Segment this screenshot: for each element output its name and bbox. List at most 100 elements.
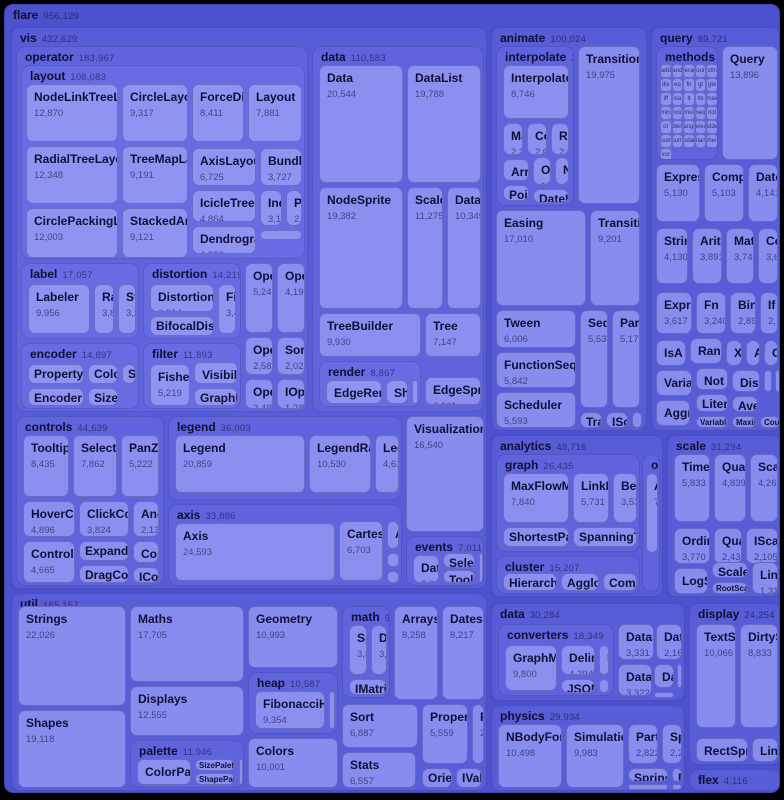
maximum-cell[interactable]: Maximum [732,416,756,428]
expressioniterator-cell[interactable]: ExpressionIterator 3,617 [656,292,692,334]
util-group[interactable]: util165,157Strings22,026Shapes19,118Math… [11,593,487,791]
filter-group[interactable]: filter 11,893 FisheyeTreeFilter 5,219 Visibi… [143,343,241,409]
add-cell[interactable]: add [660,64,672,78]
icontrol-cell[interactable]: IControl [133,567,159,583]
transitionevent-cell[interactable]: TransitionEvent [580,412,602,428]
quantitativescale-cell[interactable]: QuantitativeScale 4,839 [714,454,746,522]
compositeexpression-cell[interactable]: CompositeExpression 3,677 [758,228,778,284]
objectinterpolator-cell[interactable]: ObjectInterpolator1,629 [533,157,551,185]
cluster-group[interactable]: cluster 15,207 HierarchicalCluster Agglomer… [496,556,640,594]
shapeencoder-cell[interactable]: ShapeEncoder [122,364,136,384]
or-cell[interactable]: Or970 [764,340,778,366]
scale-group[interactable]: scale 31,294TimeScale 5,833 QuantitativeSca… [667,435,779,597]
gt-cell[interactable]: gt [694,78,707,92]
dragforce-cell[interactable]: DragForce [672,768,682,782]
control-cell[interactable]: Control [133,541,159,563]
orderby-cell[interactable]: orderby [671,120,684,134]
radialtreelayout-cell[interactable]: RadialTreeLayout 12,348 [26,146,118,204]
orientation-cell[interactable]: Orientation [422,768,452,788]
sparsematrix-cell[interactable]: SparseMatrix 3,366 [349,625,367,675]
distinct-cell[interactable]: distinct [706,64,717,78]
stddev-cell[interactable]: stddev [706,120,717,134]
data-group[interactable]: data 110,583 Data 20,544 DataList 19,788 NodeS… [312,46,484,412]
aggregateexpression-cell[interactable]: AggregateExpression1,616 [656,400,690,426]
operatorlist-cell[interactable]: OperatorList 5,248 [245,263,273,333]
maxflowmincut-cell[interactable]: MaxFlowMinCut 7,840 [503,473,569,523]
data-cell[interactable]: Data 20,544 [319,65,403,183]
palette-group[interactable]: palette11,946ColorPalette6,367SizePalett… [130,740,244,788]
binaryexpression-cell[interactable]: BinaryExpression 2,893 [730,292,756,334]
densematrix-cell[interactable]: DenseMatrix 3,165 [371,625,387,675]
encoder-cell[interactable]: Encoder [28,388,84,406]
controls-group[interactable]: controls 44,639 TooltipControl 8,435 Selecti… [16,416,164,586]
treebuilder-cell[interactable]: TreeBuilder 9,930 [319,313,421,357]
idataconverter-cell[interactable]: IDataConverter1,314 [599,645,609,675]
distortion-cell[interactable]: Distortion6,314 [150,284,214,312]
mod-cell[interactable]: mod [671,106,684,120]
not-cell[interactable]: not [706,106,717,120]
axes-cell[interactable]: Axes1,302 [387,521,399,549]
agglomerativecluster-cell[interactable]: AgglomerativeCluster [561,573,599,591]
comparison-cell[interactable]: Comparison 5,103 [704,164,744,222]
pointinterpolator-cell[interactable]: PointInterpolator [503,185,529,201]
expandcontrol-cell[interactable]: ExpandControl [79,541,129,561]
icicletreelayout-cell[interactable]: IcicleTreeLayout 4,864 [192,190,256,222]
layout-cell[interactable]: Layout 7,881 [248,84,302,142]
tree-cell[interactable]: Tree 7,147 [425,313,481,357]
sort-cell[interactable]: Sort 6,887 [342,704,418,748]
circlepackinglayout-cell[interactable]: CirclePackingLayout 12,003 [26,208,118,258]
ischedulable-cell[interactable]: ISchedulable [606,412,628,428]
shapes-cell[interactable]: Shapes 19,118 [18,710,126,788]
distinct-cell[interactable]: Distinct [732,370,760,392]
operator-group[interactable]: operator 183,967 layout 108,083 NodeLinkTree… [16,46,308,412]
dateinterpolator-cell[interactable]: DateInterpolator [533,189,569,203]
strings-cell[interactable]: Strings 22,026 [18,606,126,706]
ivalueproxy-cell[interactable]: IValueProxy [456,768,482,788]
communitystructure-cell[interactable]: CommunityStructure [603,573,637,591]
dataschema-cell[interactable]: DataSchema 2,165 [656,624,682,660]
update-cell[interactable]: update [683,134,695,148]
datalist-cell[interactable]: DataList 19,788 [407,65,481,183]
colorpalette-cell[interactable]: ColorPalette6,367 [137,759,191,785]
propertyencoder-cell[interactable]: PropertyEncoder [28,364,84,384]
stackedarealayout-cell[interactable]: StackedAreaLayout 9,121 [122,208,188,258]
linkdistance-cell[interactable]: LinkDistance 5,731 [573,473,609,523]
eq-cell[interactable]: eq [671,78,684,92]
nbodyforce-cell[interactable]: NBodyForce 10,498 [498,724,562,788]
tooltipevent-cell[interactable]: TooltipEvent [443,570,475,583]
sequence-cell[interactable]: Sequence 5,534 [580,310,608,408]
graph-group[interactable]: graph 26,435 MaxFlowMinCut 7,840 LinkDistanc… [496,454,640,552]
variance-cell[interactable]: variance [694,134,707,148]
rootscale-cell[interactable]: RootScale [712,582,748,594]
linearscale-cell[interactable]: LinearScale 1,316 [752,562,778,594]
parallel-cell[interactable]: Parallel 5,176 [612,310,640,408]
stats-cell[interactable]: Stats 6,557 [342,752,416,788]
xor-cell[interactable]: xor [660,148,672,159]
average-cell[interactable]: Average [732,396,758,412]
forcedirectedlayout-cell[interactable]: ForceDirectedLayout 8,411 [192,84,244,142]
animate-group[interactable]: animate100,024interpolate23,081Interpola… [491,27,647,431]
bifocaldistortion-cell[interactable]: BifocalDistortion [150,316,214,336]
shaperenderer-cell[interactable]: ShapeRenderer2,247 [386,380,408,404]
labeler-cell[interactable]: Labeler 9,956 [28,284,90,334]
nodelinktreelayout-cell[interactable]: NodeLinkTreeLayout 12,870 [26,84,118,142]
spring-cell[interactable]: Spring 2,213 [662,724,682,764]
datautil-cell[interactable]: DataUtil 3,322 [618,664,652,696]
cartesianaxes-cell[interactable]: CartesianAxes 6,703 [339,521,383,581]
visibilityfilter-cell[interactable]: VisibilityFilter [194,362,238,384]
legend-cell[interactable]: Legend 20,859 [175,435,305,493]
display-group[interactable]: display 24,254 TextSprite 10,066 DirtySprite… [689,603,779,765]
legend-group[interactable]: legend 36,003 Legend 20,859 LegendRange 10,53… [168,416,402,500]
dates-cell[interactable]: Dates 8,217 [442,606,484,700]
where-cell[interactable]: where [706,134,717,148]
axis-cell[interactable]: Axis 24,593 [175,523,335,581]
flex-group[interactable]: flex 4,116 [689,769,779,791]
render-group[interactable]: render8,867EdgeRenderer5,569ShapeRendere… [319,361,421,407]
selectioncontrol-cell[interactable]: SelectionControl 7,862 [73,435,117,497]
transition-cell[interactable]: Transition 9,201 [590,210,640,306]
displays-cell[interactable]: Displays 12,555 [130,686,244,736]
isa-cell[interactable]: IsA2,039 [656,340,686,366]
graphdistancefilter-cell[interactable]: GraphDistanceFilter [194,388,238,406]
dataevent-cell[interactable]: DataEvent2,313 [413,555,439,583]
lte-cell[interactable]: lte [694,92,707,106]
